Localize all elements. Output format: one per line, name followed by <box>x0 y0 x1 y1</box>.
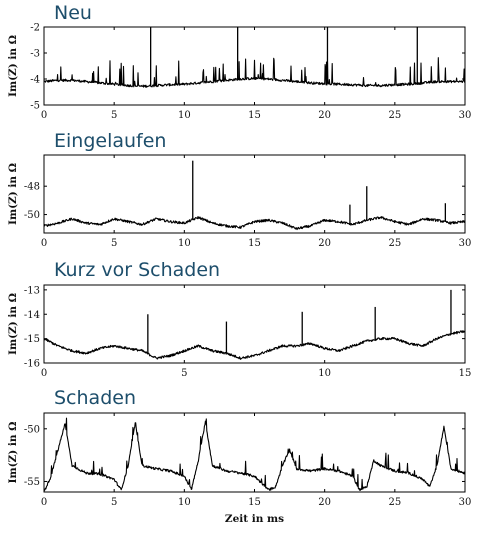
x-tick-label: 25 <box>388 238 401 249</box>
x-tick-label: 15 <box>248 238 261 249</box>
x-tick-label: 20 <box>318 110 331 121</box>
y-tick-label: -48 <box>24 182 40 193</box>
panel-title: Eingelaufen <box>54 130 166 152</box>
y-tick-label: -16 <box>24 359 40 370</box>
y-axis-label: Im(Z) in Ω <box>7 293 19 355</box>
x-tick-label: 15 <box>248 110 261 121</box>
x-tick-label: 15 <box>248 497 261 508</box>
x-axis-label: Zeit in ms <box>225 513 284 525</box>
x-tick-label: 5 <box>111 238 117 249</box>
x-tick-label: 30 <box>459 497 472 508</box>
plot-frame <box>43 412 466 493</box>
x-tick-label: 5 <box>111 110 117 121</box>
x-tick-label: 5 <box>181 368 187 379</box>
chart-panel-3: Kurz vor Schaden 0 5 10 15 -13 -14 -15 -16 Im(Z) … <box>7 259 471 379</box>
panel-title: Neu <box>54 2 92 24</box>
x-tick-label: 30 <box>459 110 472 121</box>
y-tick-label: -55 <box>24 477 40 488</box>
x-tick-label: 10 <box>178 238 191 249</box>
x-tick-label: 25 <box>388 110 401 121</box>
x-tick-label: 25 <box>388 497 401 508</box>
x-tick-label: 20 <box>318 497 331 508</box>
chart-panel-1: Neu 0 5 10 15 20 25 30 -2 -3 -4 -5 Im(Z) in Ω <box>7 2 471 121</box>
y-axis-label: Im(Z) in Ω <box>7 35 19 97</box>
y-tick-label: -4 <box>30 75 40 86</box>
signal-line <box>43 330 466 360</box>
panel-title: Kurz vor Schaden <box>54 259 220 281</box>
y-axis-label: Im(Z) in Ω <box>7 163 19 225</box>
signal-line <box>43 417 466 492</box>
y-tick-label: -3 <box>30 49 40 60</box>
y-tick-label: -5 <box>30 101 40 112</box>
y-tick-label: -50 <box>24 210 40 221</box>
chart-panel-4: Schaden 0 5 10 15 20 25 30 -50 -55 Im(Z) in Ω Zeit … <box>7 387 471 525</box>
y-tick-label: -15 <box>24 334 40 345</box>
plot-frame <box>43 284 466 364</box>
y-tick-label: -2 <box>30 23 40 34</box>
y-tick-label: -14 <box>24 310 40 321</box>
chart-panel-2: Eingelaufen 0 5 10 15 20 25 30 -48 -50 Im(Z) in Ω <box>7 130 471 249</box>
x-tick-label: 0 <box>41 497 47 508</box>
x-tick-label: 0 <box>41 238 47 249</box>
x-tick-label: 20 <box>318 238 331 249</box>
signal-line <box>43 57 466 88</box>
x-tick-label: 0 <box>41 110 47 121</box>
x-tick-label: 10 <box>178 110 191 121</box>
signal-line <box>43 216 466 231</box>
x-tick-label: 0 <box>41 368 47 379</box>
x-tick-label: 10 <box>318 368 331 379</box>
panel-title: Schaden <box>54 387 136 409</box>
x-tick-label: 5 <box>111 497 117 508</box>
x-tick-label: 15 <box>459 368 472 379</box>
y-axis-label: Im(Z) in Ω <box>7 422 19 484</box>
x-tick-label: 10 <box>178 497 191 508</box>
x-tick-label: 30 <box>459 238 472 249</box>
y-tick-label: -50 <box>24 424 40 435</box>
y-tick-label: -13 <box>24 285 40 296</box>
